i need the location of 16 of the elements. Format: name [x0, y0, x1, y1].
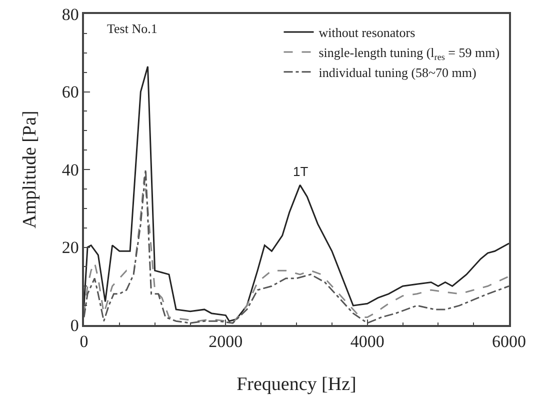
y-tick-label: 60 — [62, 82, 79, 102]
x-tick-label: 4000 — [350, 332, 384, 352]
y-tick-label: 0 — [70, 316, 79, 335]
legend-label: individual tuning (58~70 mm) — [318, 64, 476, 80]
y-tick-label: 20 — [62, 238, 79, 258]
legend-label: single-length tuning (l$_{res}$ = 59 mm) — [318, 45, 500, 62]
annotation: 1T — [293, 164, 308, 179]
x-tick-label: 6000 — [492, 332, 526, 352]
y-tick-label: 40 — [62, 160, 79, 180]
legend-label: without resonators — [318, 25, 416, 40]
annotation: Test No.1 — [107, 21, 158, 36]
line-series — [84, 66, 509, 322]
x-axis-title: Frequency [Hz] — [236, 374, 356, 395]
y-axis-title: Amplitude [Pa] — [20, 110, 40, 228]
x-tick-label: 2000 — [208, 332, 243, 352]
y-tick-label: 80 — [62, 4, 79, 24]
